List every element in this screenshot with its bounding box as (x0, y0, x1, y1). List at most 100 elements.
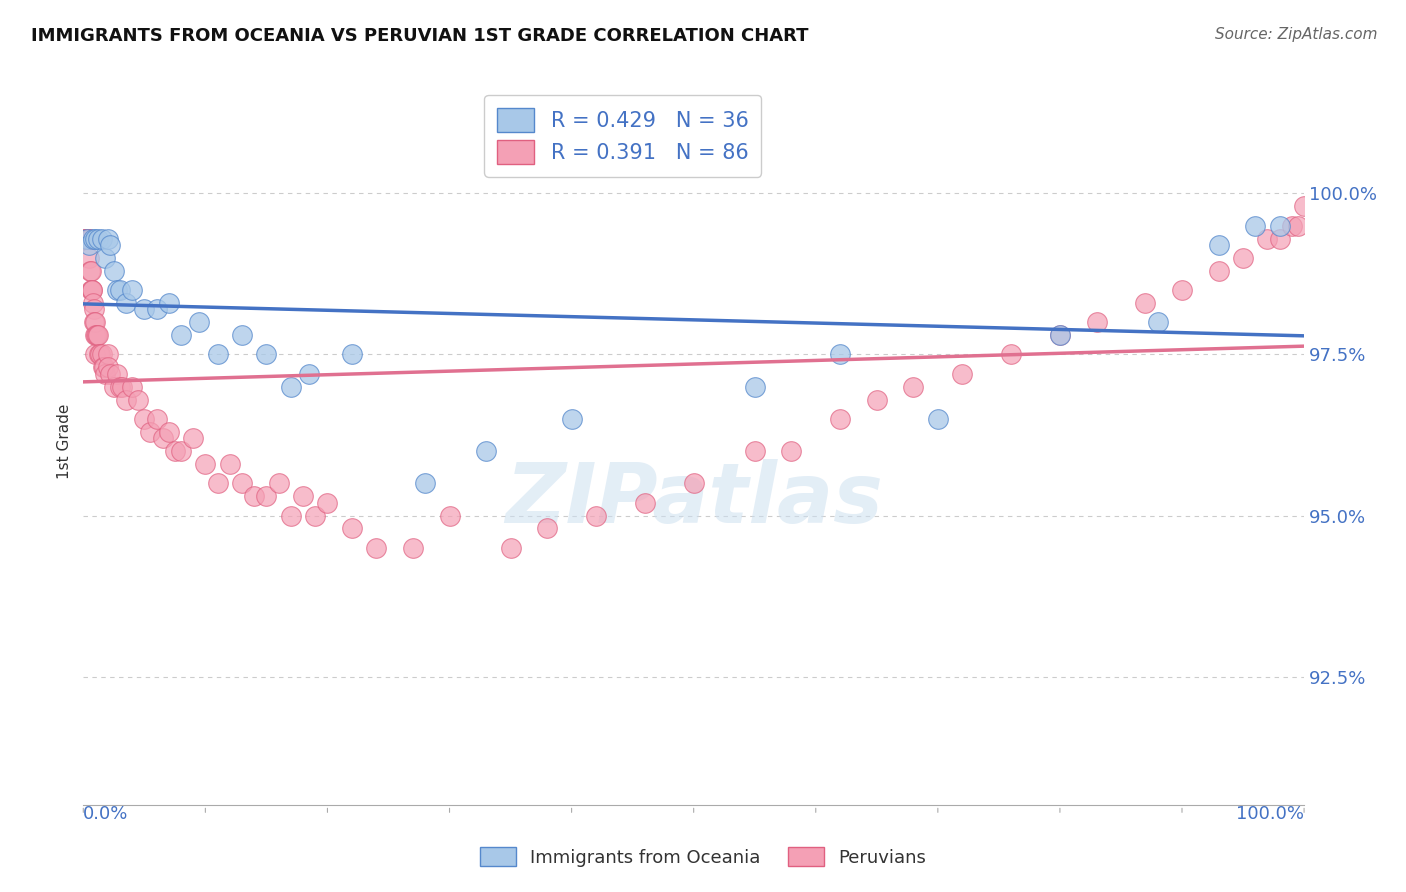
Point (94, 251, 117, 265)
Point (107, 283, 129, 297)
Point (903, 380, 925, 394)
Point (103, 380, 125, 394)
Point (280, 508, 302, 523)
Point (90, 231, 112, 245)
Point (340, 521, 363, 535)
Point (83, 328, 105, 343)
Point (1281, 219, 1303, 233)
Point (292, 489, 315, 503)
Point (1146, 315, 1168, 329)
Point (231, 476, 253, 491)
Point (76, 231, 98, 245)
Point (77, 231, 100, 245)
Point (107, 367, 129, 381)
Text: 100.0%: 100.0% (1236, 805, 1305, 823)
Legend: R = 0.429   N = 36, R = 0.391   N = 86: R = 0.429 N = 36, R = 0.391 N = 86 (484, 95, 762, 177)
Point (254, 489, 277, 503)
Point (76, 231, 98, 245)
Point (561, 412, 583, 426)
Point (866, 392, 889, 407)
Point (89, 347, 111, 361)
Point (1085, 315, 1108, 329)
Point (79, 251, 101, 265)
Point (145, 302, 167, 317)
Point (1208, 264, 1230, 278)
Y-axis label: 1st Grade: 1st Grade (58, 404, 72, 479)
Point (82, 231, 104, 245)
Point (87, 231, 110, 245)
Point (84, 347, 107, 361)
Point (97, 231, 120, 245)
Point (157, 425, 180, 439)
Point (76, 231, 98, 245)
Point (830, 347, 852, 361)
Point (499, 541, 522, 555)
Point (121, 380, 143, 394)
Point (83, 302, 105, 317)
Point (75, 231, 97, 245)
Point (188, 315, 211, 329)
Point (145, 412, 167, 426)
Point (780, 444, 803, 458)
Point (90, 347, 112, 361)
Point (121, 283, 143, 297)
Legend: Immigrants from Oceania, Peruvians: Immigrants from Oceania, Peruvians (472, 840, 934, 874)
Point (231, 328, 253, 343)
Point (181, 431, 204, 445)
Point (170, 328, 193, 343)
Point (950, 367, 973, 381)
Point (243, 489, 266, 503)
Point (89, 347, 111, 361)
Point (73, 231, 96, 245)
Point (84, 231, 107, 245)
Point (298, 367, 321, 381)
Point (1171, 283, 1194, 297)
Point (82, 283, 104, 297)
Text: Source: ZipAtlas.com: Source: ZipAtlas.com (1215, 27, 1378, 42)
Point (157, 296, 180, 310)
Point (1232, 251, 1254, 265)
Text: ZIPatlas: ZIPatlas (505, 459, 883, 541)
Point (927, 412, 949, 426)
Point (127, 392, 149, 407)
Point (80, 283, 103, 297)
Point (254, 347, 277, 361)
Point (82, 296, 104, 310)
Point (84, 315, 107, 329)
Point (79, 238, 101, 252)
Point (77, 231, 100, 245)
Point (194, 457, 217, 471)
Point (97, 360, 120, 375)
Point (111, 380, 134, 394)
Point (79, 231, 101, 245)
Point (108, 283, 131, 297)
Point (634, 496, 657, 510)
Point (218, 457, 240, 471)
Point (475, 444, 498, 458)
Point (134, 412, 156, 426)
Point (413, 476, 436, 491)
Point (1268, 219, 1291, 233)
Point (84, 328, 107, 343)
Point (115, 392, 138, 407)
Point (98, 367, 121, 381)
Point (134, 302, 156, 317)
Point (1049, 328, 1071, 343)
Point (316, 496, 339, 510)
Point (163, 444, 186, 458)
Text: 0.0%: 0.0% (83, 805, 129, 823)
Point (1000, 347, 1022, 361)
Point (80, 283, 103, 297)
Point (98, 238, 121, 252)
Text: IMMIGRANTS FROM OCEANIA VS PERUVIAN 1ST GRADE CORRELATION CHART: IMMIGRANTS FROM OCEANIA VS PERUVIAN 1ST … (31, 27, 808, 45)
Point (170, 444, 193, 458)
Point (83, 315, 105, 329)
Point (439, 508, 461, 523)
Point (1135, 296, 1157, 310)
Point (94, 367, 117, 381)
Point (97, 347, 120, 361)
Point (340, 347, 363, 361)
Point (1049, 328, 1071, 343)
Point (108, 380, 131, 394)
Point (139, 425, 162, 439)
